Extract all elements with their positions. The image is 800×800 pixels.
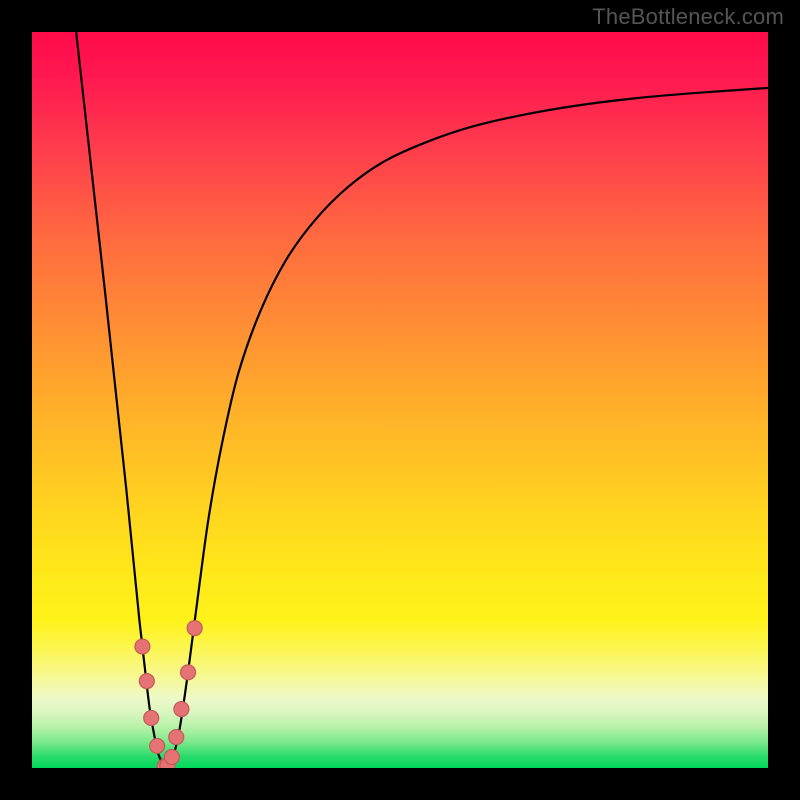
data-marker [150, 738, 165, 753]
plot-area [32, 32, 768, 768]
data-marker [181, 665, 196, 680]
data-marker [135, 639, 150, 654]
chart-root: TheBottleneck.com [0, 0, 800, 800]
data-marker [187, 621, 202, 636]
data-marker [174, 702, 189, 717]
bottleneck-curve [76, 32, 768, 768]
data-marker [169, 730, 184, 745]
curve-layer [32, 32, 768, 768]
data-marker [164, 749, 179, 764]
data-marker [144, 710, 159, 725]
data-marker [139, 674, 154, 689]
attribution-label: TheBottleneck.com [592, 4, 784, 30]
